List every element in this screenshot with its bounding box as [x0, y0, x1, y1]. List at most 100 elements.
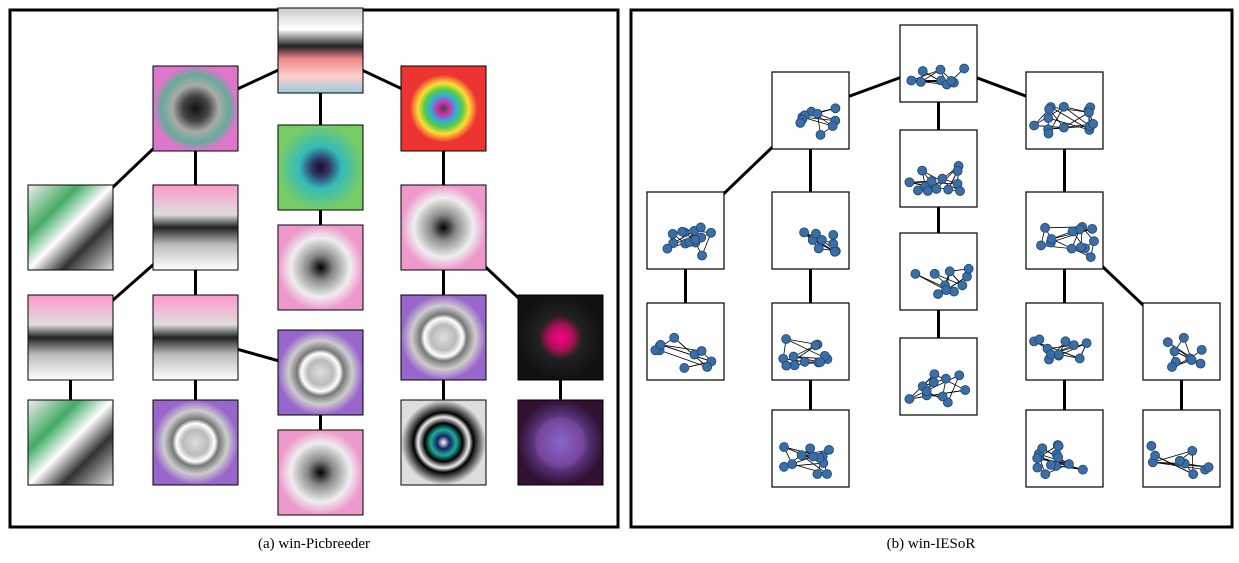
robot-node — [1064, 459, 1073, 468]
robot-node — [1189, 470, 1198, 479]
robot-node — [696, 223, 705, 232]
robot-node — [800, 357, 809, 366]
robot-node — [1147, 441, 1156, 450]
robot-node — [707, 228, 716, 237]
evolved-image — [278, 125, 363, 210]
robot-node — [1196, 359, 1205, 368]
robot-box — [900, 130, 977, 207]
robot-node — [697, 346, 706, 355]
robot-node — [960, 64, 969, 73]
robot-node — [916, 77, 925, 86]
robot-node — [1084, 108, 1093, 117]
robot-node — [1204, 463, 1213, 472]
robot-node — [936, 65, 945, 74]
robot-node — [1041, 470, 1050, 479]
robot-node — [680, 363, 689, 372]
robot-node — [927, 177, 936, 186]
caption: (b) win-IESoR — [887, 536, 976, 552]
robot-node — [907, 76, 916, 85]
robot-node — [691, 235, 700, 244]
robot-node — [1078, 465, 1087, 474]
caption: (a) win-Picbreeder — [258, 536, 370, 552]
robot-node — [829, 230, 838, 239]
robot-node — [944, 185, 953, 194]
robot-node — [918, 166, 927, 175]
robot-node — [831, 104, 840, 113]
robot-node — [932, 184, 941, 193]
robot-node — [1163, 338, 1172, 347]
robot-node — [949, 287, 958, 296]
robot-node — [1179, 333, 1188, 342]
robot-node — [1089, 237, 1098, 246]
robot-node — [788, 460, 797, 469]
robot-node — [813, 470, 822, 479]
robot-node — [816, 358, 825, 367]
robot-node — [1067, 244, 1076, 253]
robot-node — [955, 371, 964, 380]
robot-node — [779, 462, 788, 471]
robot-node — [809, 452, 818, 461]
robot-node — [1044, 114, 1053, 123]
evolved-image — [401, 185, 486, 270]
robot-node — [934, 290, 943, 299]
robot-node — [953, 166, 962, 175]
evolved-image — [28, 400, 113, 485]
robot-node — [678, 227, 687, 236]
evolved-image — [153, 400, 238, 485]
robot-node — [829, 239, 838, 248]
robot-node — [930, 269, 939, 278]
evolved-image — [278, 330, 363, 415]
robot-node — [1069, 341, 1078, 350]
robot-node — [1044, 129, 1053, 138]
robot-node — [1086, 253, 1095, 262]
robot-node — [1059, 123, 1068, 132]
robot-node — [813, 109, 822, 118]
robot-node — [824, 445, 833, 454]
robot-node — [668, 229, 677, 238]
robot-node — [964, 264, 973, 273]
robot-node — [656, 340, 665, 349]
robot-node — [1033, 463, 1042, 472]
robot-node — [797, 451, 806, 460]
robot-node — [780, 443, 789, 452]
robot-node — [1068, 227, 1077, 236]
robot-node — [816, 130, 825, 139]
robot-node — [823, 469, 832, 478]
robot-node — [947, 76, 956, 85]
robot-node — [703, 363, 712, 372]
robot-node — [800, 228, 809, 237]
robot-node — [1076, 243, 1085, 252]
evolved-image — [153, 66, 238, 151]
evolved-image — [153, 295, 238, 380]
robot-node — [1045, 104, 1054, 113]
robot-node — [1170, 347, 1179, 356]
trees — [28, 8, 1220, 515]
robot-node — [1088, 224, 1097, 233]
robot-node — [905, 394, 914, 403]
robot-node — [796, 118, 805, 127]
robot-node — [911, 269, 920, 278]
robot-node — [923, 187, 932, 196]
robot-node — [905, 178, 914, 187]
robot-node — [930, 370, 939, 379]
robot-node — [663, 244, 672, 253]
robot-node — [806, 444, 815, 453]
robot-node — [958, 281, 967, 290]
robot-node — [918, 67, 927, 76]
robot-node — [782, 335, 791, 344]
robot-node — [1033, 454, 1042, 463]
robot-node — [956, 187, 965, 196]
robot-node — [670, 333, 679, 342]
robot-node — [1197, 345, 1206, 354]
robot-box — [900, 25, 977, 102]
robot-node — [1059, 102, 1068, 111]
robot-node — [1188, 446, 1197, 455]
figure: (a) win-Picbreeder (b) win-IESoR — [0, 0, 1239, 563]
robot-node — [938, 392, 947, 401]
robot-node — [1061, 337, 1070, 346]
robot-node — [961, 386, 970, 395]
robot-node — [1082, 339, 1091, 348]
robot-node — [929, 378, 938, 387]
robot-node — [1167, 362, 1176, 371]
robot-node — [1054, 442, 1063, 451]
